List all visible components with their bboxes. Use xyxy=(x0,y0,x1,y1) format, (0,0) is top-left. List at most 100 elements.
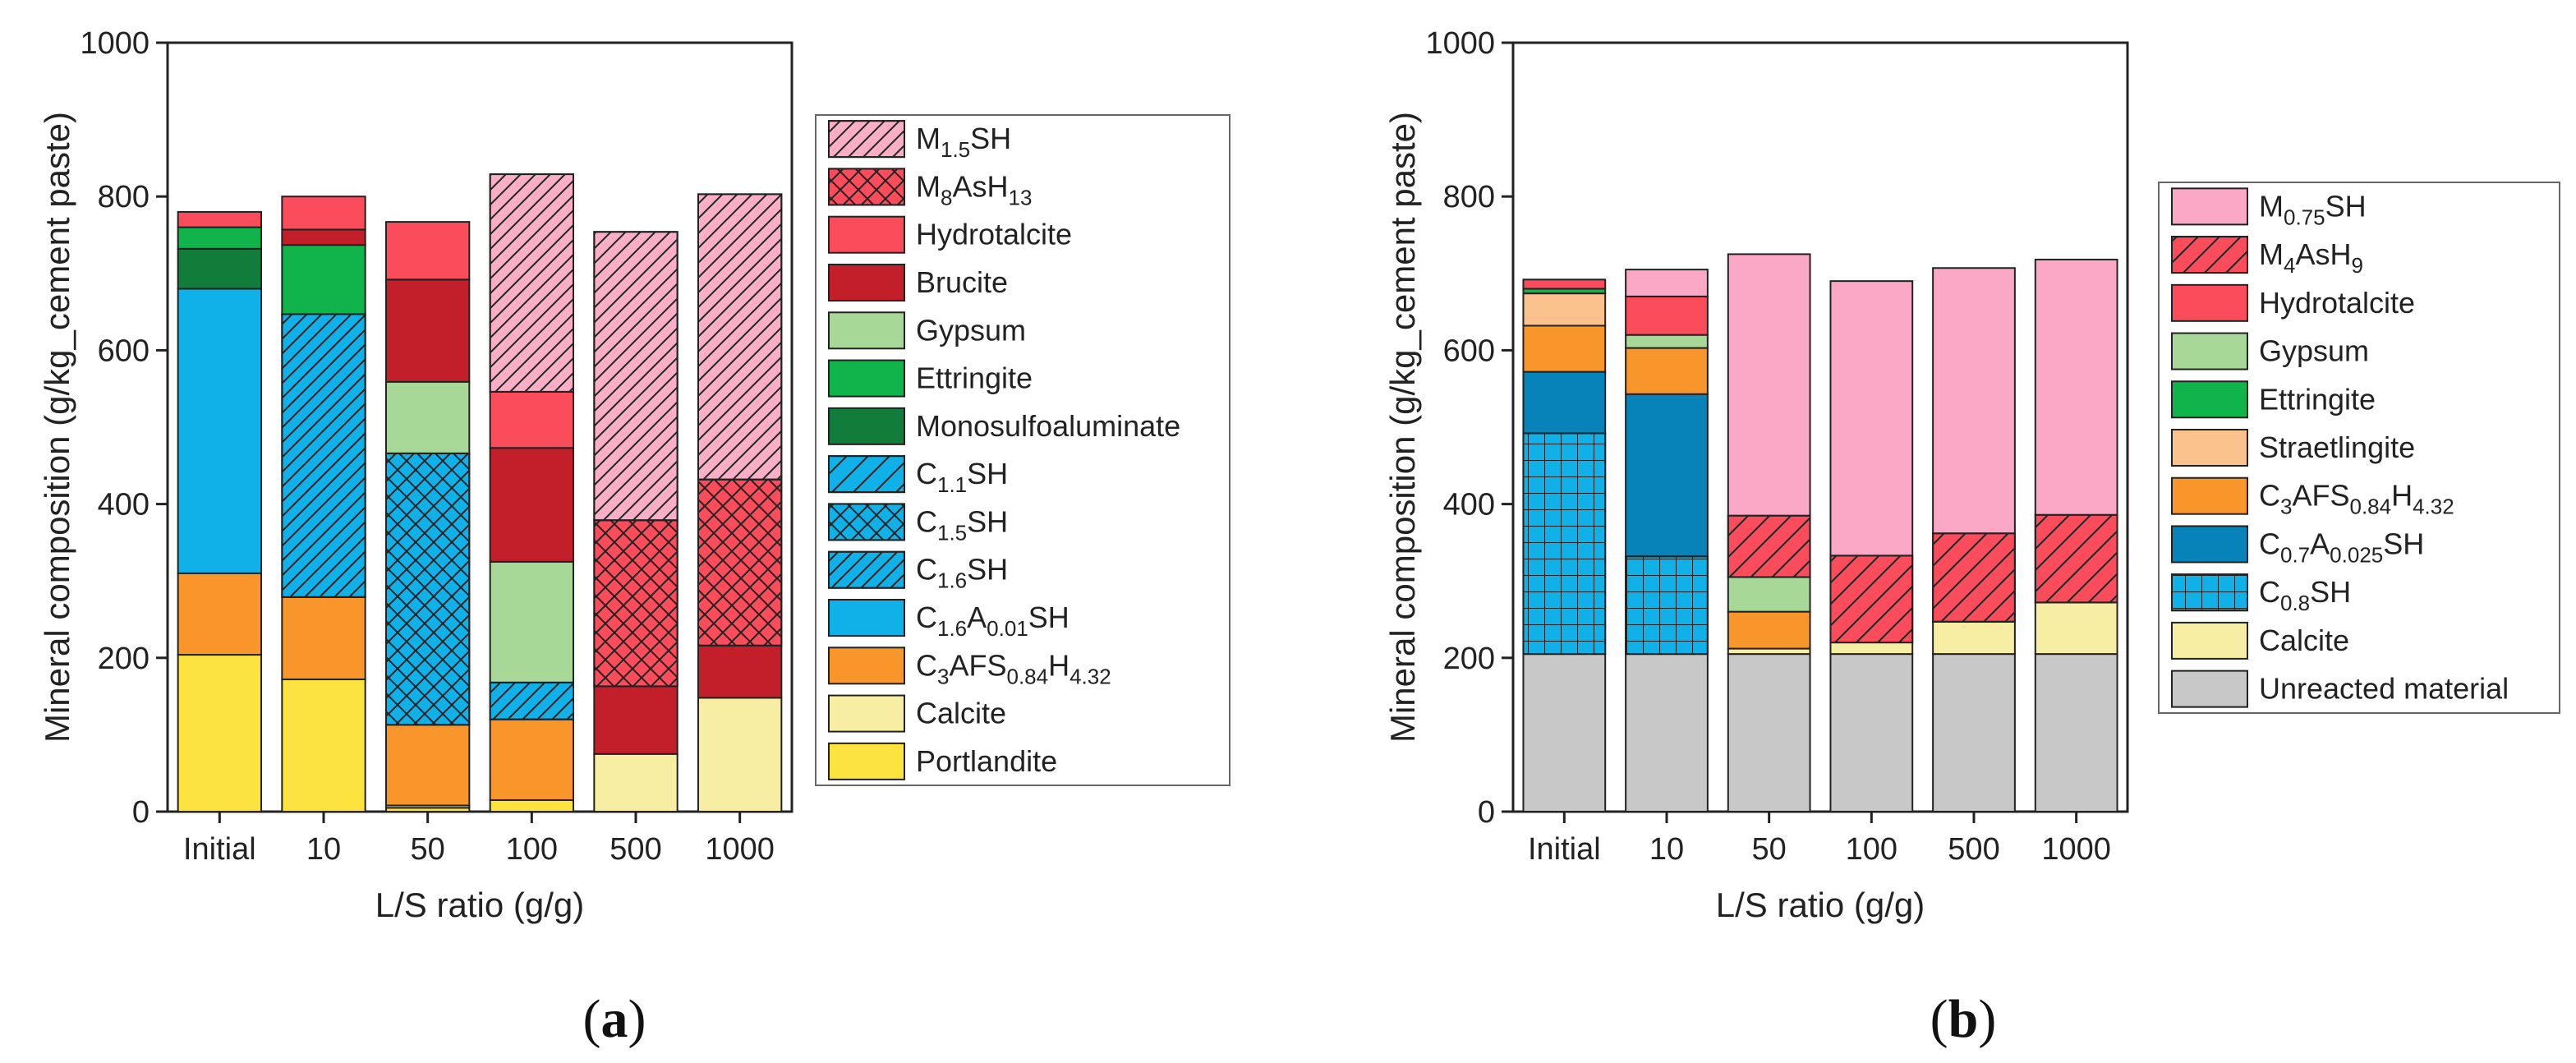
legend-label-part: C xyxy=(916,457,937,490)
legend-label-part: Ettringite xyxy=(2259,382,2376,416)
legend-label-part: C xyxy=(2259,527,2280,560)
legend-label-part: 1.5 xyxy=(941,137,970,162)
bar-hydrotalcite-10 xyxy=(1625,295,1709,336)
legend-label-part: Portlandite xyxy=(916,744,1057,778)
x-axis-title: L/S ratio (g/g) xyxy=(375,886,584,924)
legend-swatch-calcite xyxy=(828,694,905,733)
bar-calcite-100 xyxy=(1829,642,1914,656)
panel-label-letter: b xyxy=(1948,989,1979,1049)
legend-label-c1-5sh: C1.5SH xyxy=(916,504,1008,545)
legend-label-part: M xyxy=(916,122,941,155)
legend-swatch-gypsum xyxy=(828,311,905,350)
legend-label-unreacted-material: Unreacted material xyxy=(2259,672,2509,706)
legend-label-part: 4 xyxy=(2284,253,2295,278)
legend-swatch-ettringite xyxy=(2171,380,2248,419)
legend-swatch-m8ash13-hatch xyxy=(828,168,905,206)
legend-swatch-c0-8sh-hatch xyxy=(2171,573,2248,612)
y-tick-label: 0 xyxy=(1478,795,1495,830)
legend-label-part: M xyxy=(2259,189,2284,223)
y-axis-title: Mineral composition (g/kg_cement paste) xyxy=(38,112,76,743)
legend-label-part: Brucite xyxy=(916,265,1008,299)
legend-label-ettringite: Ettringite xyxy=(916,361,1033,395)
legend-label-hydrotalcite: Hydrotalcite xyxy=(916,218,1072,251)
legend-label-straetlingite: Straetlingite xyxy=(2259,430,2415,464)
legend-label-part: C xyxy=(916,504,937,538)
legend-label-part: Unreacted material xyxy=(2259,672,2509,706)
bar-m4ash9-500-hatch xyxy=(1932,532,2016,623)
bar-portlandite-initial xyxy=(177,654,263,813)
legend-label-c1-1sh: C1.1SH xyxy=(916,457,1008,497)
x-tick-label: 50 xyxy=(1752,832,1787,867)
legend-label-part: C xyxy=(916,553,937,587)
legend-label-brucite: Brucite xyxy=(916,265,1008,299)
bar-unreacted-material-500 xyxy=(1932,653,2016,812)
bar-gypsum-50 xyxy=(1727,576,1811,613)
legend-swatch-brucite xyxy=(828,264,905,301)
chart-panel-b: 0 200 400 600 800 1000 Initial 10 50 100 500 1000 L/… xyxy=(1383,26,2560,1049)
bar-unreacted-material-10 xyxy=(1625,653,1709,812)
legend-label-c3afs0-84h4-32: C3AFS0.84H4.32 xyxy=(2259,479,2454,519)
legend-label-m0-75sh: M0.75SH xyxy=(2259,189,2367,229)
bar-unreacted-material-1000 xyxy=(2034,653,2118,812)
legend-label-gypsum: Gypsum xyxy=(2259,334,2369,368)
x-axis-title: L/S ratio (g/g) xyxy=(1716,886,1925,924)
bar-c1-5sh-50-hatch xyxy=(385,452,471,726)
bar-ettringite-10 xyxy=(281,244,366,315)
legend-label-c3afs0-84h4-32: C3AFS0.84H4.32 xyxy=(916,648,1111,688)
bar-m0-75sh-1000 xyxy=(2034,258,2118,516)
x-tick-label: 500 xyxy=(1948,832,1999,867)
bar-brucite-100 xyxy=(489,447,575,563)
y-tick-label: 400 xyxy=(1443,488,1495,522)
legend-label-part: 1.6 xyxy=(937,616,967,641)
panel-label: (b) xyxy=(1930,989,1997,1049)
legend-label-part: C xyxy=(2259,479,2280,513)
legend-label-part: 1.1 xyxy=(937,472,967,497)
legend-label-m8ash13: M8AsH13 xyxy=(916,169,1032,209)
bar-c0-8sh-initial-hatch xyxy=(1522,432,1607,656)
legend-label-part: Ettringite xyxy=(916,361,1033,395)
legend-swatch-c3afs0-84h4-32 xyxy=(2171,476,2248,515)
legend-label-part: SH xyxy=(2310,575,2351,609)
legend-label-part: SH xyxy=(967,504,1008,538)
bar-m1-5sh-500-hatch xyxy=(593,231,678,522)
bar-brucite-500 xyxy=(593,685,678,755)
bar-m0-75sh-500 xyxy=(1932,267,2016,535)
legend-label-part: SH xyxy=(1028,601,1070,634)
legend-label-m1-5sh: M1.5SH xyxy=(916,122,1011,162)
legend-label-part: 0.8 xyxy=(2280,591,2310,615)
legend-swatch-unreacted-material xyxy=(2171,670,2248,708)
panel-label-open: ( xyxy=(583,989,601,1049)
bar-m8ash13-1000-hatch xyxy=(697,478,783,647)
y-tick-label: 800 xyxy=(1443,180,1495,214)
legend-swatch-gypsum xyxy=(2171,332,2248,370)
panel-label-open: ( xyxy=(1930,989,1948,1049)
bar-gypsum-10 xyxy=(1625,334,1709,349)
legend-swatch-portlandite xyxy=(828,742,905,780)
legend-swatch-calcite xyxy=(2171,621,2248,660)
legend-label-part: C xyxy=(916,601,937,634)
bar-c3afs0-84h4-32-10 xyxy=(1625,347,1709,395)
bar-c1-6sh-10-hatch xyxy=(281,313,366,598)
panel-label: (a) xyxy=(583,989,646,1049)
legend-swatch-m0-75sh xyxy=(2171,187,2248,226)
bar-c3afs0-84h4-32-100 xyxy=(489,718,575,801)
legend-label-part: 4.32 xyxy=(1070,664,1111,688)
bar-c3afs0-84h4-32-50 xyxy=(385,724,471,807)
legend-label-part: SH xyxy=(967,457,1008,490)
plot-frame xyxy=(166,41,794,813)
bar-c0-8sh-10-hatch xyxy=(1625,555,1709,656)
bar-brucite-1000 xyxy=(697,644,783,699)
x-tick-label: 10 xyxy=(306,832,341,867)
bar-m0-75sh-100 xyxy=(1829,280,1914,557)
legend-label-part: SH xyxy=(2383,527,2424,560)
legend-label-part: Hydrotalcite xyxy=(916,218,1072,251)
x-tick-label: 1000 xyxy=(2041,832,2111,867)
legend-label-part: 0.01 xyxy=(987,616,1028,641)
plot-frame xyxy=(1511,41,2129,813)
legend-label-part: 4.32 xyxy=(2413,495,2454,519)
bar-monosulfoaluminate-initial xyxy=(177,247,263,290)
bar-m0-75sh-10 xyxy=(1625,269,1709,297)
bar-c0-7a0-025sh-10 xyxy=(1625,393,1709,558)
legend-label-part: Straetlingite xyxy=(2259,430,2415,464)
